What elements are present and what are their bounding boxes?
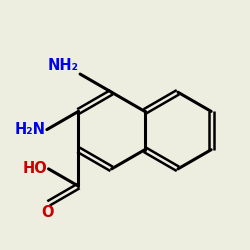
Text: NH₂: NH₂	[48, 58, 79, 73]
Text: H₂N: H₂N	[15, 122, 46, 137]
Text: HO: HO	[22, 161, 47, 176]
Text: O: O	[41, 205, 54, 220]
